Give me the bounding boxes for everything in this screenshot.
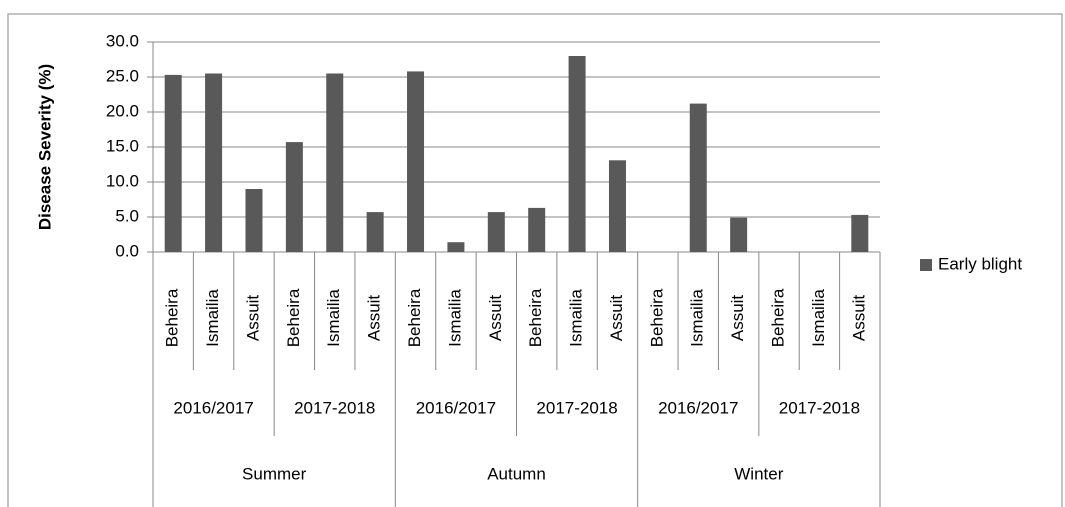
y-tick-label: 25.0 bbox=[106, 66, 139, 85]
bar bbox=[285, 142, 303, 252]
legend-swatch bbox=[920, 259, 932, 271]
bar bbox=[528, 207, 546, 252]
x-tick-label: Ismailia bbox=[688, 289, 707, 347]
season-label: Summer bbox=[242, 464, 307, 483]
x-tick-label: Beheira bbox=[163, 288, 182, 347]
year-label: 2017-2018 bbox=[294, 398, 375, 417]
y-tick-label: 10.0 bbox=[106, 171, 139, 190]
x-tick-label: Assuit bbox=[486, 295, 505, 342]
bar bbox=[730, 217, 748, 252]
year-label: 2017-2018 bbox=[536, 398, 617, 417]
bar bbox=[366, 212, 384, 252]
y-tick-label: 15.0 bbox=[106, 136, 139, 155]
year-label: 2016/2017 bbox=[416, 398, 496, 417]
bar bbox=[851, 214, 869, 252]
y-tick-label: 5.0 bbox=[115, 206, 139, 225]
x-tick-label: Beheira bbox=[284, 288, 303, 347]
bar bbox=[608, 160, 626, 252]
x-tick-label: Assuit bbox=[849, 295, 868, 342]
bar bbox=[326, 73, 344, 252]
season-label: Autumn bbox=[487, 464, 546, 483]
year-label: 2017-2018 bbox=[779, 398, 860, 417]
bar bbox=[164, 74, 182, 253]
y-axis-label: Disease Severity (%) bbox=[35, 64, 54, 230]
y-tick-label: 20.0 bbox=[106, 101, 139, 120]
x-tick-label: Assuit bbox=[607, 295, 626, 342]
bar bbox=[407, 71, 425, 253]
x-tick-label: Assuit bbox=[728, 295, 747, 342]
y-tick-label: 0.0 bbox=[115, 241, 139, 260]
y-tick-label: 30.0 bbox=[106, 31, 139, 50]
x-tick-label: Ismailia bbox=[324, 289, 343, 347]
year-label: 2016/2017 bbox=[173, 398, 253, 417]
bar bbox=[447, 242, 465, 252]
bar bbox=[245, 189, 263, 252]
x-tick-label: Assuit bbox=[365, 295, 384, 342]
x-tick-label: Beheira bbox=[647, 288, 666, 347]
x-tick-label: Ismailia bbox=[567, 289, 586, 347]
bar bbox=[205, 73, 223, 252]
x-tick-label: Beheira bbox=[405, 288, 424, 347]
season-label: Winter bbox=[734, 464, 783, 483]
x-tick-label: Ismailia bbox=[809, 289, 828, 347]
chart-border bbox=[7, 13, 1063, 507]
year-label: 2016/2017 bbox=[658, 398, 738, 417]
x-tick-label: Ismailia bbox=[445, 289, 464, 347]
x-tick-label: Beheira bbox=[769, 288, 788, 347]
legend-label: Early blight bbox=[938, 254, 1022, 273]
bar bbox=[689, 103, 707, 252]
bar bbox=[568, 56, 586, 252]
x-tick-label: Beheira bbox=[526, 288, 545, 347]
x-tick-label: Assuit bbox=[243, 295, 262, 342]
x-tick-label: Ismailia bbox=[203, 289, 222, 347]
bar bbox=[487, 212, 505, 252]
